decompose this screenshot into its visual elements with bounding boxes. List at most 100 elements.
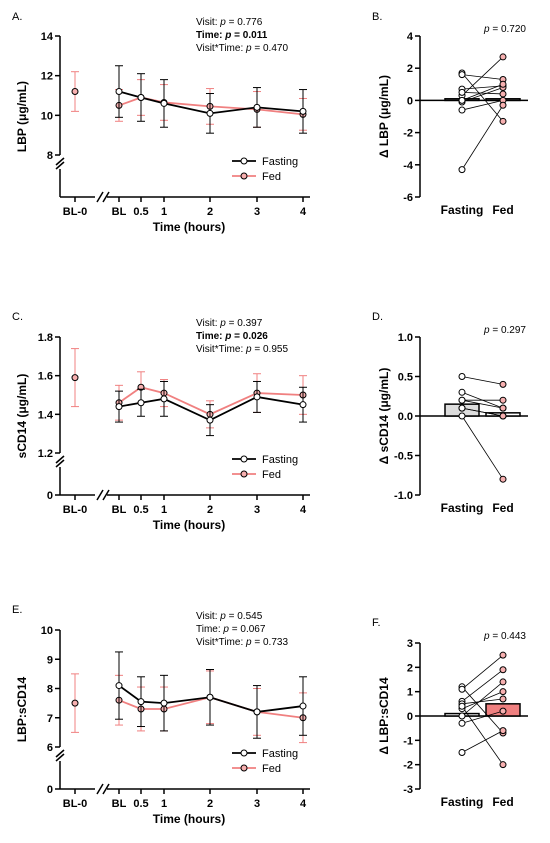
category-label: Fed [492,203,513,217]
line-chart-2: E. 0 6 7 8 9 10 LBP:sCD14 BL-0 BL 0.5 1 2 3 4 Time (hou… [12,604,310,826]
data-point-fasting [115,682,123,690]
legend-label: Fed [262,763,281,775]
point-fasting [458,71,466,79]
pair-line [461,730,504,753]
data-point-fasting [115,403,123,411]
point-fed [499,695,507,703]
series-line-fasting [118,684,304,713]
data-point-fasting [299,401,307,409]
point-fasting [458,373,466,380]
stat-text: Visit*Time: p = 0.733 [196,637,288,648]
x-tick-label: 0.5 [133,206,148,218]
data-point-fasting [137,93,145,101]
x-axis-title: Time (hours) [153,220,225,234]
stat-text: p = 0.297 [483,325,526,336]
point-fed [499,761,507,769]
y-tick-label: 1.0 [398,332,413,344]
y-axis-label: sCD14 (μg/mL) [15,374,29,459]
legend-label: Fasting [262,156,298,168]
y-tick-label: 0.5 [398,372,413,384]
pair-line [461,407,504,417]
point-fasting [458,702,466,710]
y-tick-label: 8 [47,150,53,162]
point-fed [499,666,507,674]
data-point-fasting [299,702,307,710]
stat-text: Visit: p = 0.776 [196,17,263,28]
y-tick-label: -0.5 [394,451,413,463]
y-axis-label: LBP:sCD14 [15,677,29,743]
x-tick-label: 3 [254,798,260,810]
stat-text: Time: p = 0.026 [196,331,268,342]
pair-line [461,710,504,724]
data-point-fed [71,88,79,96]
data-point-fasting [253,103,261,111]
y-tick-label: 14 [41,31,54,43]
point-fed [499,101,507,109]
pair-line [461,87,504,103]
point-fasting [458,88,466,96]
pair-line [461,72,504,122]
point-fasting [458,412,466,420]
y-tick-label: -2 [403,760,413,772]
y-tick-label: -1 [403,735,413,747]
axis-break-mark [55,749,65,758]
y-tick-label: -3 [403,784,413,796]
panel-label: F. [372,617,381,629]
x-break-mark [96,191,104,203]
data-point-fasting [299,107,307,115]
legend-label: Fasting [262,748,298,760]
point-fed [499,380,507,388]
x-tick-label: BL [112,798,127,810]
x-break-mark [102,783,110,795]
x-tick-label: 3 [254,504,260,516]
data-point-fasting [253,708,261,716]
y-tick-label: 1 [407,687,413,699]
category-label: Fasting [441,795,484,809]
legend-marker [240,749,248,757]
axis-break-mark [55,455,65,464]
panel-label: E. [12,604,22,616]
point-fasting [458,96,466,104]
series-line-fed [118,386,304,416]
y-axis-label: LBP (μg/mL) [15,81,29,152]
y-axis-label: Δ LBP:sCD14 [377,677,391,755]
bar-chart-2: F. -3 -2 -1 0 1 2 3 Δ LBP:sCD14 Fasting Fed p = 0.4… [372,617,528,809]
y-tick-label: 3 [407,638,413,650]
series-line-fasting [118,395,304,422]
panel-label: D. [372,311,383,323]
point-fed [499,475,507,483]
stat-text: Visit: p = 0.545 [196,611,263,622]
point-fed [499,404,507,412]
point-fasting [458,685,466,693]
point-fasting [458,396,466,404]
x-break-mark [102,191,110,203]
y-axis-label: Δ LBP (μg/mL) [377,75,391,158]
stat-text: p = 0.720 [483,24,526,35]
series-line-fed [118,696,304,719]
x-axis-title: Time (hours) [153,518,225,532]
data-point-fasting [253,393,261,401]
y-axis-label: Δ sCD14 (μg/mL) [377,368,391,465]
y-tick-label: -6 [403,192,413,204]
y-tick-label: 4 [407,31,414,43]
x-tick-label: BL-0 [63,504,87,516]
point-fed [499,53,507,61]
x-tick-label: 0.5 [133,798,148,810]
axis-break-mark [55,459,65,468]
data-point-fasting [137,698,145,706]
y-tick-label: -4 [403,160,414,172]
y-tick-label: 7 [47,713,53,725]
axis-break-mark [55,161,65,170]
point-fed [499,727,507,735]
y-tick-label: 10 [41,110,53,122]
y-tick-label: 6 [47,742,53,754]
point-fasting [458,749,466,756]
point-fasting [458,388,466,396]
x-tick-label: 1 [161,504,167,516]
stat-text: Visit*Time: p = 0.470 [196,43,288,54]
pair-line [461,105,504,170]
legend-marker [240,172,248,180]
data-point-fasting [160,99,168,107]
y-tick-label: 9 [47,654,53,666]
x-axis-title: Time (hours) [153,812,225,826]
